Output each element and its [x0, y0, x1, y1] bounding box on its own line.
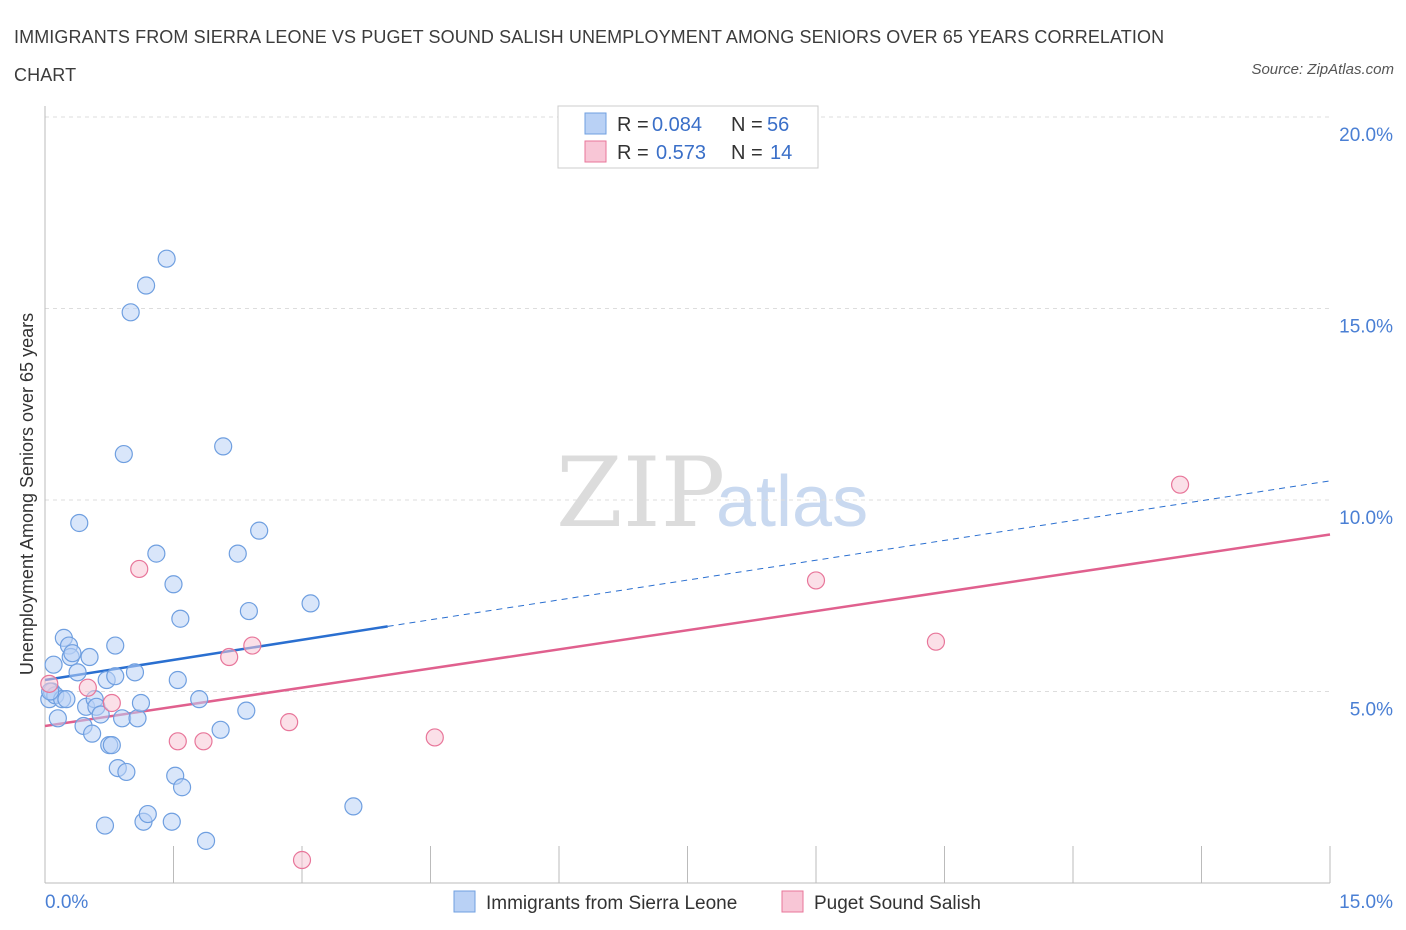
data-point-puget-sound-salish — [40, 674, 59, 693]
data-point-sierra-leone — [106, 667, 125, 686]
series-legend-label-puget-sound: Puget Sound Salish — [814, 893, 981, 914]
trend-lines — [44, 480, 1331, 728]
data-point-sierra-leone — [190, 690, 209, 709]
x-axis-ticks — [173, 846, 1331, 883]
chart-title: IMMIGRANTS FROM SIERRA LEONE VS PUGET SO… — [14, 27, 1165, 85]
data-point-puget-sound-salish — [194, 732, 213, 751]
data-point-puget-sound-salish — [292, 850, 312, 870]
data-point-sierra-leone — [147, 544, 166, 563]
data-point-puget-sound-salish — [102, 693, 121, 713]
data-point-sierra-leone — [131, 693, 151, 713]
data-point-sierra-leone — [48, 709, 67, 728]
series-legend-label-sierra-leone: Immigrants from Sierra Leone — [486, 893, 737, 914]
data-point-sierra-leone — [250, 521, 269, 540]
data-point-sierra-leone — [214, 437, 233, 456]
trend-line-sierra-leone-extrapolated — [387, 480, 1331, 627]
data-point-sierra-leone — [117, 762, 136, 782]
data-point-sierra-leone — [228, 544, 247, 563]
x-tick-label-max: 15.0% — [1339, 892, 1393, 913]
data-point-sierra-leone — [68, 663, 87, 682]
data-point-puget-sound-salish — [280, 713, 299, 732]
data-point-sierra-leone — [172, 778, 192, 797]
data-point-sierra-leone — [128, 709, 147, 728]
data-point-sierra-leone — [301, 594, 320, 613]
y-tick-label: 5.0% — [1350, 700, 1393, 721]
legend-r-label-1: R = — [617, 114, 649, 136]
data-point-sierra-leone — [57, 690, 76, 709]
source-label: Source: ZipAtlas.com — [1251, 61, 1394, 78]
grid-lines — [45, 116, 1330, 692]
legend-r-label-2: R = — [617, 142, 649, 164]
data-point-sierra-leone — [125, 663, 145, 682]
legend-swatch-pink — [584, 140, 607, 163]
data-point-sierra-leone — [95, 816, 115, 835]
data-point-puget-sound-salish — [220, 647, 239, 667]
data-point-sierra-leone — [162, 812, 181, 831]
y-tick-label: 15.0% — [1339, 317, 1393, 338]
x-tick-label-min: 0.0% — [45, 892, 88, 913]
data-point-sierra-leone — [106, 636, 125, 655]
y-tick-label: 10.0% — [1339, 508, 1393, 529]
legend-n-value-2: 14 — [770, 142, 792, 164]
data-point-sierra-leone — [112, 709, 132, 728]
data-point-puget-sound-salish — [1170, 475, 1190, 494]
data-point-sierra-leone — [80, 647, 99, 667]
data-point-sierra-leone — [196, 831, 216, 850]
watermark-atlas: atlas — [716, 462, 868, 542]
legend-swatch-blue — [584, 112, 607, 135]
legend-n-label-1: N = — [731, 114, 763, 136]
data-point-sierra-leone — [83, 724, 102, 743]
legend-n-label-2: N = — [731, 142, 763, 164]
data-point-sierra-leone — [211, 720, 230, 739]
data-point-sierra-leone — [168, 670, 187, 690]
legend-n-value-1: 56 — [767, 114, 789, 136]
data-point-sierra-leone — [344, 797, 363, 816]
series-legend-swatch-blue — [453, 890, 476, 913]
trend-line-puget-sound-salish — [44, 533, 1331, 728]
legend-r-value-1: 0.084 — [652, 114, 702, 136]
series-sierra-leone-points — [40, 249, 363, 850]
series-legend-swatch-pink — [781, 890, 804, 913]
data-point-sierra-leone — [239, 601, 258, 621]
data-point-sierra-leone — [171, 609, 190, 628]
y-axis-label: Unemployment Among Seniors over 65 years — [17, 313, 37, 675]
data-point-puget-sound-salish — [168, 732, 187, 751]
data-point-sierra-leone — [63, 644, 82, 663]
trend-line-sierra-leone — [44, 625, 388, 682]
data-point-sierra-leone — [237, 701, 256, 720]
y-tick-label: 20.0% — [1339, 125, 1393, 146]
data-point-puget-sound-salish — [130, 559, 149, 579]
data-point-sierra-leone — [136, 276, 156, 295]
data-point-sierra-leone — [157, 249, 176, 268]
data-point-sierra-leone — [121, 303, 140, 322]
watermark-zip: ZIP — [556, 437, 725, 549]
legend-r-value-2: 0.573 — [656, 142, 706, 164]
data-point-sierra-leone — [164, 575, 183, 594]
data-point-puget-sound-salish — [243, 636, 262, 655]
data-point-sierra-leone — [91, 705, 110, 724]
data-point-sierra-leone — [138, 804, 157, 824]
data-point-puget-sound-salish — [806, 571, 826, 590]
data-point-sierra-leone — [114, 444, 133, 464]
correlation-legend: R = 0.084 N = 56 R = 0.573 N = 14 — [557, 105, 819, 169]
series-puget-sound-salish-points — [40, 475, 1190, 870]
data-point-puget-sound-salish — [926, 632, 946, 651]
y-axis-tick-labels: 5.0% 10.0% 15.0% 20.0% — [1339, 125, 1393, 721]
data-point-puget-sound-salish — [425, 728, 444, 747]
data-point-puget-sound-salish — [78, 678, 97, 697]
series-legend: Immigrants from Sierra Leone Puget Sound… — [453, 890, 981, 914]
data-point-sierra-leone — [102, 736, 121, 755]
data-point-sierra-leone — [70, 513, 89, 533]
data-point-sierra-leone — [44, 655, 63, 674]
